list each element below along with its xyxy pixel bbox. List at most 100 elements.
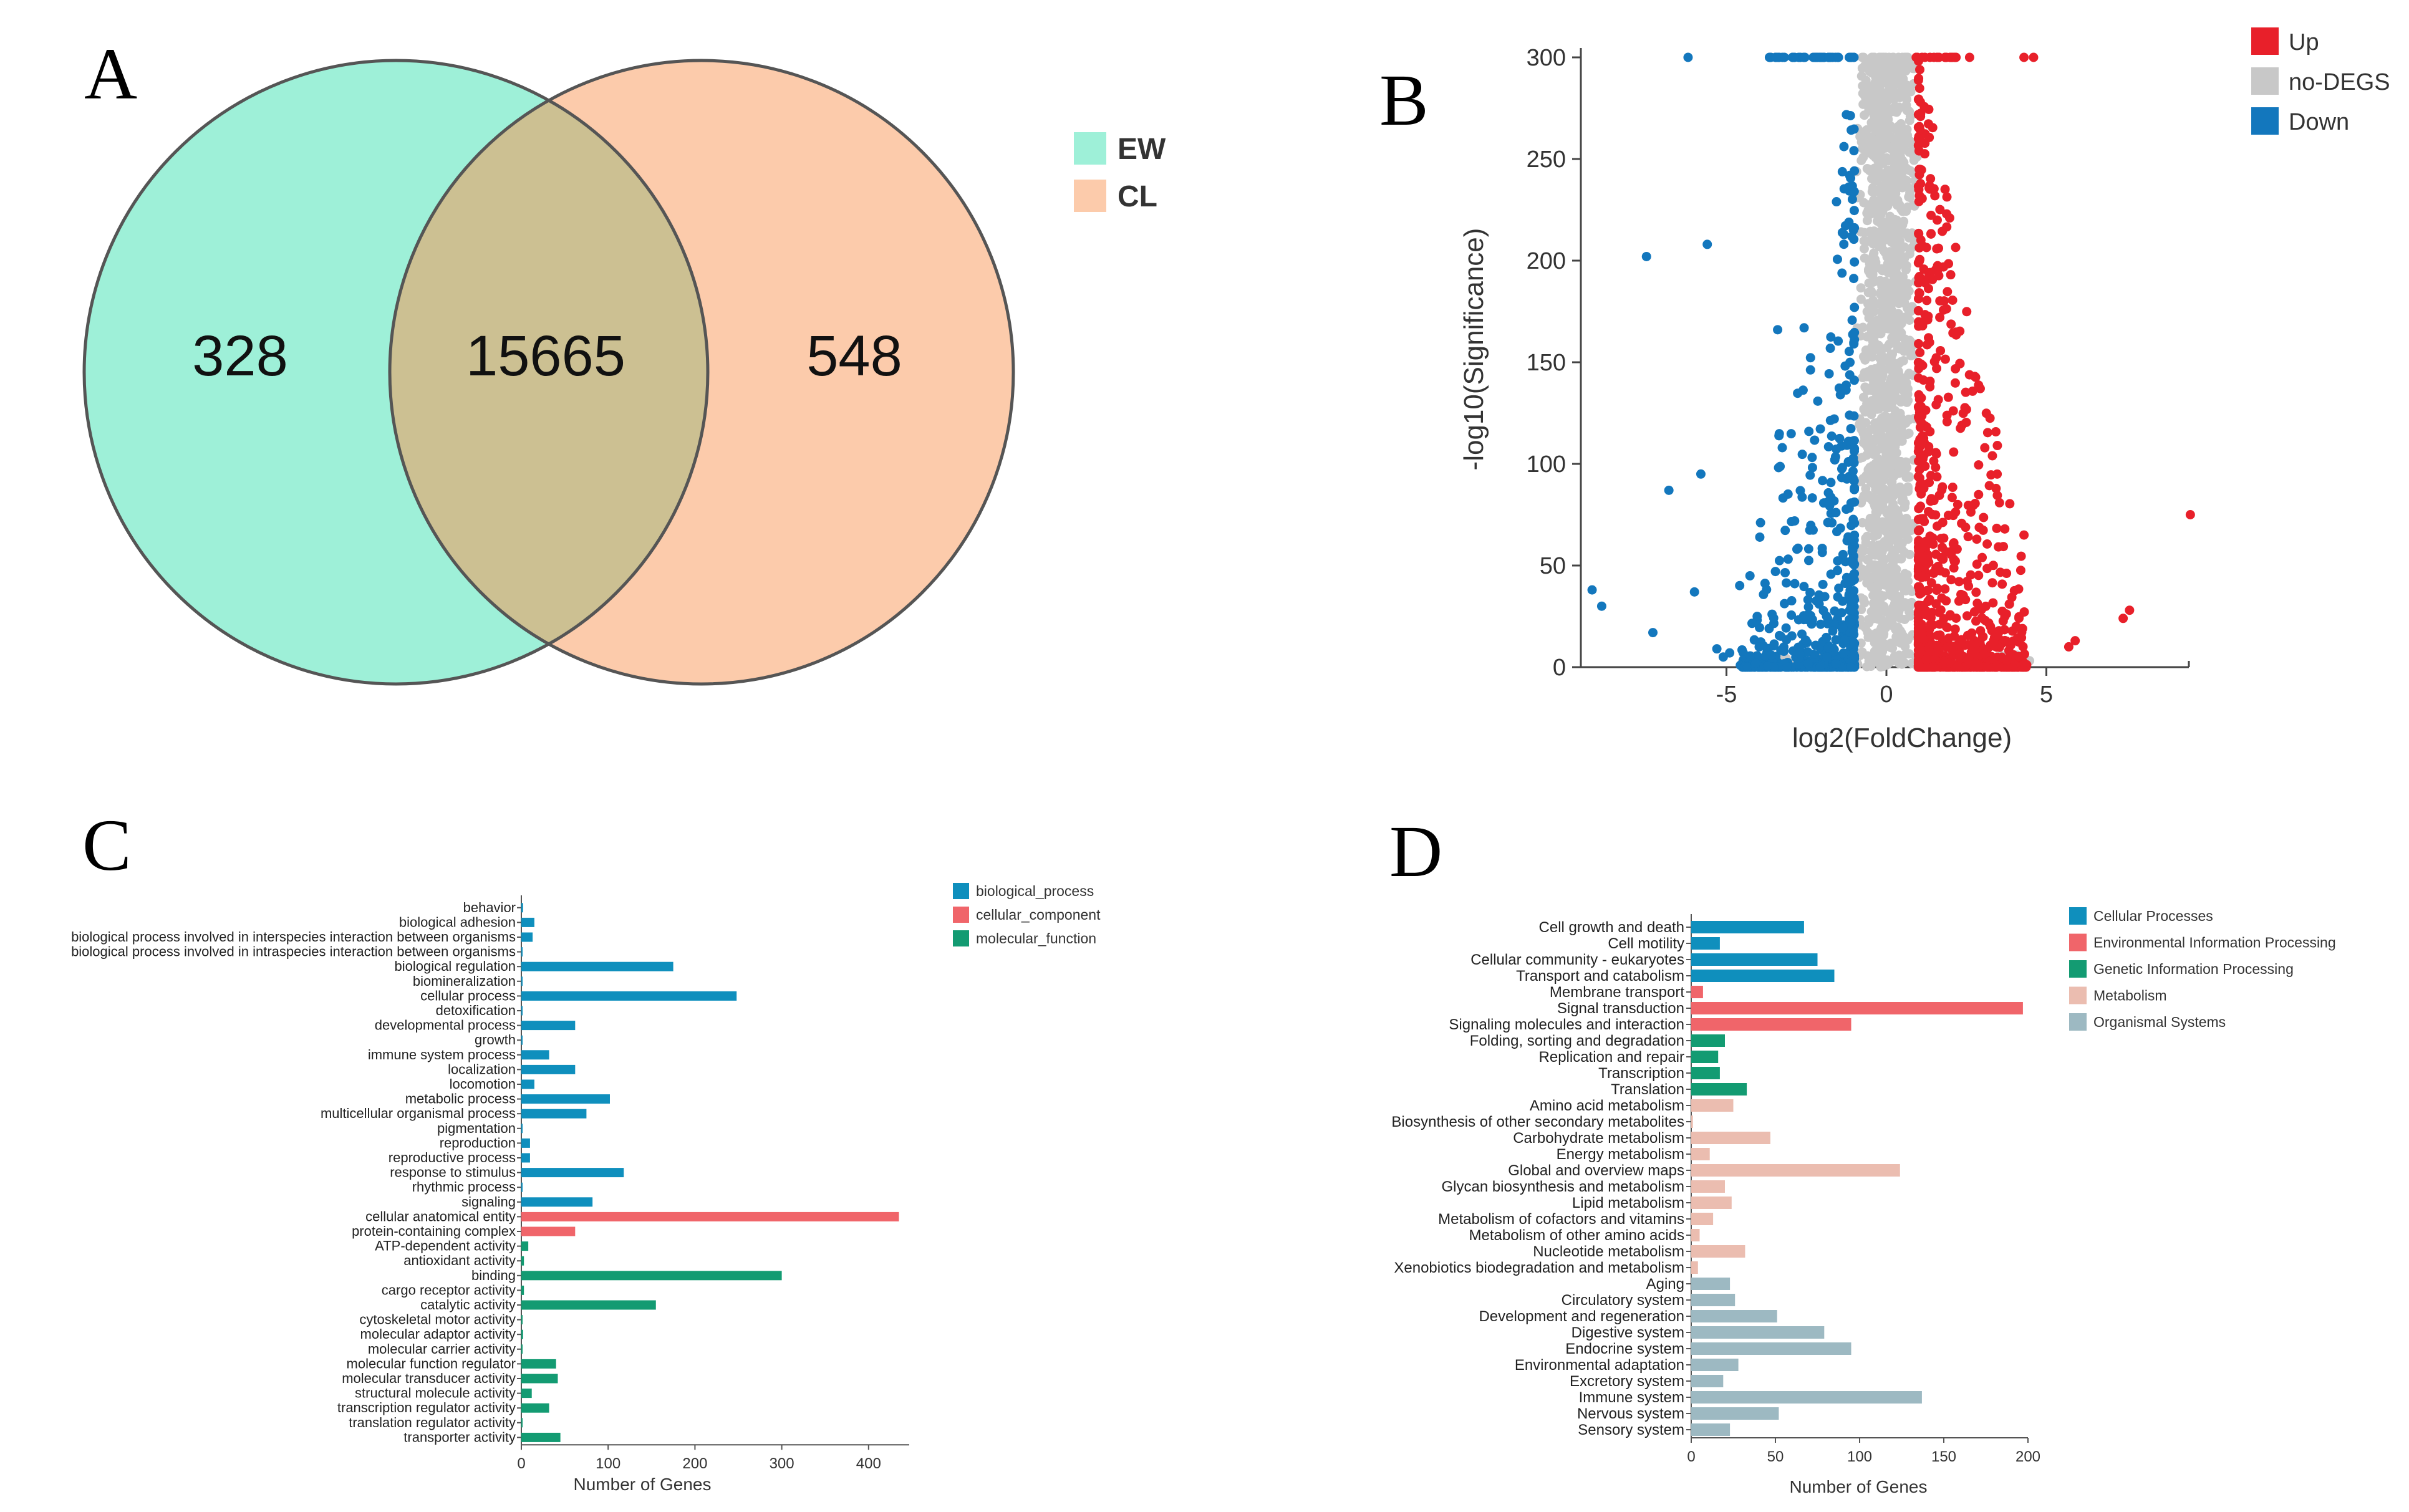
volcano-point-up — [1935, 296, 1945, 306]
kegg-bar — [1691, 1213, 1714, 1225]
kegg-bar — [1691, 1278, 1731, 1290]
volcano-point-up — [1914, 288, 1924, 298]
volcano-point-up — [1949, 557, 1959, 567]
volcano-point-down — [1712, 644, 1722, 654]
volcano-point-nodeg — [1865, 518, 1875, 528]
volcano-point-up — [2014, 652, 2024, 662]
volcano-point-up — [1991, 662, 2001, 672]
volcano-point-up — [1966, 640, 1976, 650]
volcano-point-down — [1840, 635, 1850, 645]
go-category-label: biomineralization — [413, 973, 516, 989]
volcano-point-down — [1769, 639, 1779, 649]
volcano-point-nodeg — [1864, 106, 1874, 116]
volcano-point-down — [1797, 450, 1807, 460]
go-category-label: molecular carrier activity — [368, 1341, 516, 1357]
go-category-label: biological adhesion — [399, 914, 516, 930]
volcano-point-nodeg — [1904, 286, 1914, 296]
go-category-label: growth — [475, 1032, 516, 1047]
go-bar — [521, 961, 673, 971]
volcano-point-nodeg — [1867, 289, 1877, 299]
volcano-point-nodeg — [1871, 564, 1881, 574]
volcano-point-up — [1961, 417, 1971, 427]
volcano-point-nodeg — [1856, 155, 1866, 165]
volcano-point-up — [1915, 600, 1925, 610]
volcano-point-up — [1914, 84, 1924, 94]
volcano-point-nodeg — [1875, 167, 1885, 177]
kegg-bar — [1691, 1180, 1725, 1193]
go-bar — [521, 1064, 576, 1074]
volcano-point-down — [1823, 643, 1833, 653]
volcano-point-nodeg — [1863, 164, 1873, 174]
kegg-category-label: Biosynthesis of other secondary metaboli… — [1391, 1114, 1684, 1130]
volcano-point-up — [1994, 498, 2004, 508]
volcano-point-up — [1914, 362, 1924, 372]
volcano-point-up — [2002, 636, 2012, 646]
volcano-point-down — [1683, 52, 1693, 62]
volcano-point-up — [1971, 616, 1981, 626]
volcano-point-nodeg — [1873, 100, 1883, 110]
volcano-point-down — [1839, 142, 1849, 152]
kegg-category-label: Environmental adaptation — [1515, 1357, 1684, 1374]
go-bar — [521, 1389, 532, 1399]
go-legend-swatch — [953, 930, 969, 946]
kegg-legend-swatch — [2069, 1013, 2087, 1031]
volcano-point-nodeg — [1866, 582, 1876, 592]
volcano-point-nodeg — [1875, 626, 1885, 636]
volcano-point-down — [1833, 336, 1843, 346]
volcano-point-down — [1845, 357, 1855, 367]
venn-count-cl: 548 — [806, 324, 902, 388]
kegg-category-label: Carbohydrate metabolism — [1513, 1130, 1684, 1147]
volcano-point-down — [1846, 662, 1856, 672]
volcano-point-nodeg — [1870, 401, 1880, 411]
volcano-point-down — [1846, 556, 1856, 566]
kegg-category-label: Cell growth and death — [1539, 919, 1684, 936]
volcano-point-up — [1946, 575, 1956, 585]
volcano-point-up — [1915, 65, 1925, 75]
go-category-label: molecular transducer activity — [342, 1370, 516, 1386]
volcano-point-nodeg — [1859, 198, 1869, 208]
kegg-category-label: Circulatory system — [1562, 1292, 1684, 1309]
volcano-point-down — [1840, 579, 1850, 589]
volcano-point-down — [1849, 637, 1859, 647]
volcano-point-down — [1790, 516, 1800, 526]
volcano-point-nodeg — [1890, 286, 1900, 296]
volcano-point-nodeg — [1901, 517, 1911, 527]
volcano-point-up — [2064, 642, 2073, 652]
volcano-point-up — [1966, 507, 1976, 517]
go-bar — [521, 1021, 576, 1031]
volcano-point-up — [1919, 102, 1929, 112]
volcano-point-down — [1837, 228, 1847, 238]
volcano-point-nodeg — [1904, 233, 1914, 243]
volcano-point-nodeg — [1908, 243, 1918, 253]
go-bar — [521, 1344, 523, 1354]
go-bar — [521, 976, 523, 986]
volcano-point-nodeg — [1863, 369, 1873, 379]
volcano-y-tick-label: 0 — [1553, 655, 1566, 681]
volcano-point-nodeg — [1856, 283, 1866, 293]
kegg-category-label: Aging — [1646, 1276, 1684, 1293]
volcano-point-up — [1932, 472, 1942, 482]
volcano-point-down — [1696, 469, 1706, 479]
volcano-point-up — [2002, 569, 2012, 579]
volcano-point-up — [1937, 593, 1947, 603]
volcano-point-down — [1745, 571, 1755, 580]
volcano-point-up — [2016, 566, 2025, 575]
volcano-point-down — [1831, 659, 1841, 669]
kegg-bar — [1691, 1034, 1725, 1047]
go-bar — [521, 1329, 523, 1339]
volcano-point-down — [1823, 614, 1833, 624]
volcano-point-down — [1810, 435, 1820, 445]
volcano-point-up — [1967, 386, 1977, 396]
volcano-point-up — [1954, 577, 1964, 587]
go-bar — [521, 1035, 523, 1045]
volcano-point-down — [1774, 431, 1784, 441]
go-bar — [521, 1271, 782, 1281]
volcano-point-nodeg — [1863, 556, 1873, 566]
volcano-point-down — [1835, 523, 1845, 533]
volcano-point-up — [1914, 74, 1924, 84]
kegg-bar — [1691, 1067, 1720, 1079]
kegg-bar — [1691, 1002, 2023, 1014]
kegg-bar — [1691, 1099, 1734, 1112]
kegg-bar — [1691, 1051, 1719, 1063]
